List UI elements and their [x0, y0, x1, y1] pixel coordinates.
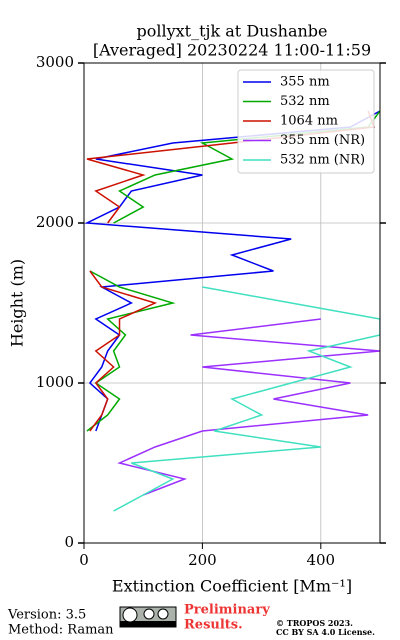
plot-frame [83, 62, 381, 544]
preliminary-note: Preliminary [184, 603, 270, 618]
legend-label: 355 nm (NR) [280, 133, 365, 148]
legend-box [237, 69, 375, 174]
copyright: © TROPOS 2023. [276, 618, 353, 628]
chart-title: [Averaged] 20230224 11:00-11:59 [93, 41, 371, 60]
legend-label: 1064 nm [280, 114, 338, 129]
y-tick-label: 3000 [36, 53, 74, 71]
legend-label: 532 nm [280, 94, 330, 109]
x-tick-label: 200 [188, 551, 217, 569]
data-line [113, 286, 380, 512]
data-line [117, 318, 380, 496]
license-logo [119, 606, 177, 628]
x-tick-label: 400 [306, 551, 335, 569]
data-line [84, 110, 380, 432]
y-tick-label: 2000 [36, 213, 74, 231]
x-tick-label: 0 [79, 551, 89, 569]
y-tick-label: 1000 [36, 373, 74, 391]
copyright: CC BY SA 4.0 License. [276, 627, 375, 637]
y-tick-label: 0 [64, 533, 74, 551]
y-axis-label: Height (m) [8, 259, 27, 347]
preliminary-note: Results. [184, 618, 243, 633]
method: Method: Raman [8, 623, 114, 638]
legend-label: 355 nm [280, 75, 330, 90]
version: Version: 3.5 [7, 608, 86, 623]
chart-title: pollyxt_tjk at Dushanbe [136, 22, 327, 41]
legend-label: 532 nm (NR) [280, 153, 365, 168]
x-axis-label: Extinction Coefficient [Mm⁻¹] [112, 577, 352, 596]
